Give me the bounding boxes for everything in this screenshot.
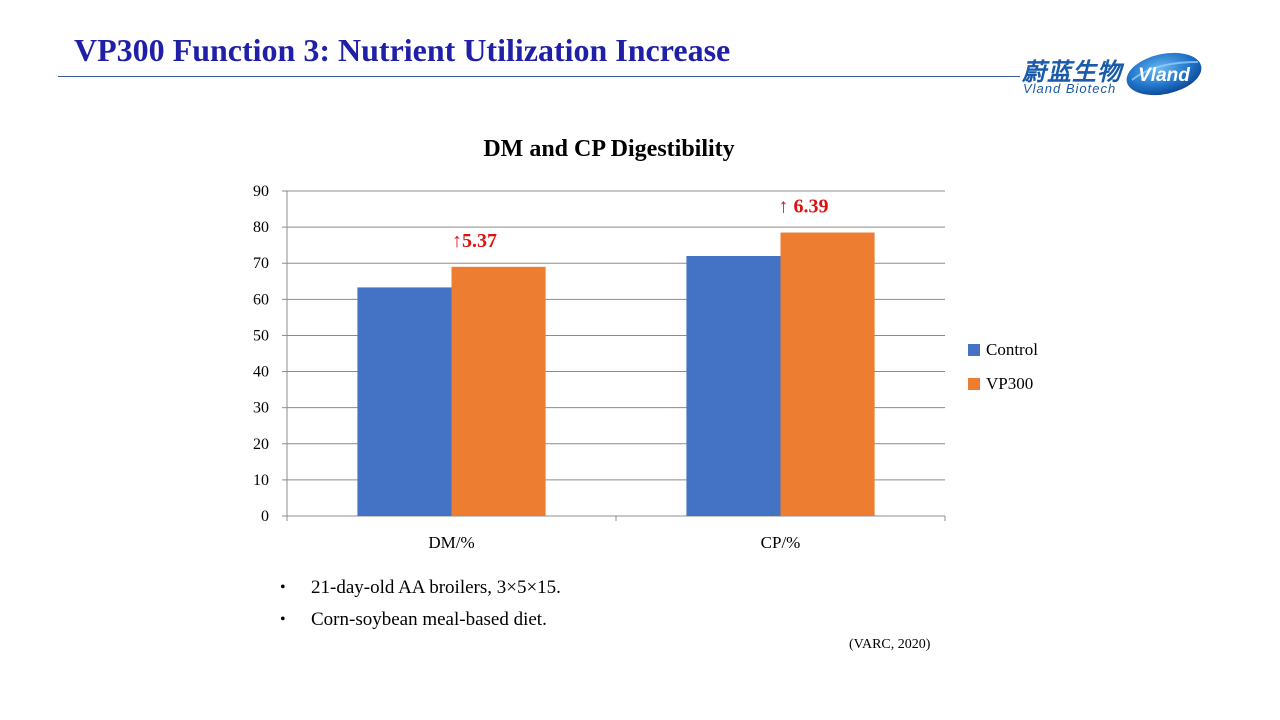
note-text: 21-day-old AA broilers, 3×5×15.	[311, 577, 561, 598]
notes-list: • 21-day-old AA broilers, 3×5×15. • Corn-s…	[280, 575, 561, 639]
bar-control-1	[686, 256, 781, 516]
increase-annotation: ↑ 6.39	[779, 196, 829, 218]
vland-logo: 蔚蓝生物 Vland Biotech Vland	[1018, 50, 1204, 98]
chart-labels: 0 10 20 30 40 50 60 70 80 90 DM/% CP/% ↑5.37 ↑ 6.39	[253, 183, 829, 552]
bar-vp300-1	[780, 232, 875, 516]
chart-bars	[357, 232, 875, 516]
y-tick-label: 60	[253, 291, 269, 308]
y-tick-label: 0	[261, 508, 269, 525]
bullet-marker: •	[280, 579, 286, 596]
y-tick-label: 70	[253, 255, 269, 272]
y-tick-label: 80	[253, 219, 269, 236]
increase-annotation: ↑5.37	[452, 230, 497, 252]
svg-text:Vland: Vland	[1138, 65, 1190, 86]
legend-swatch-vp300	[968, 378, 980, 390]
note-item: • 21-day-old AA broilers, 3×5×15.	[280, 575, 561, 607]
y-tick-label: 10	[253, 472, 269, 489]
note-text: Corn-soybean meal-based diet.	[311, 609, 547, 630]
title-divider	[58, 76, 1020, 77]
bar-vp300-0	[451, 266, 546, 516]
legend-label-vp300: VP300	[986, 374, 1033, 393]
note-item: • Corn-soybean meal-based diet.	[280, 607, 561, 639]
digestibility-chart: DM and CP Digestibility 0 10 20 30 40 50 60 70 8…	[253, 136, 1038, 552]
vland-badge-icon: Vland	[1126, 52, 1202, 96]
chart-legend: Control VP300	[968, 340, 1038, 393]
legend-label-control: Control	[986, 340, 1038, 359]
y-tick-label: 30	[253, 400, 269, 417]
logo-chinese-name: 蔚蓝生物	[1022, 58, 1122, 86]
y-tick-label: 20	[253, 436, 269, 453]
x-category-label: DM/%	[428, 533, 474, 552]
y-tick-label: 90	[253, 183, 269, 200]
legend-swatch-control	[968, 344, 980, 356]
chart-title: DM and CP Digestibility	[483, 136, 734, 162]
bullet-marker: •	[280, 611, 286, 628]
bar-control-0	[357, 287, 452, 516]
y-tick-label: 50	[253, 327, 269, 344]
slide-title: VP300 Function 3: Nutrient Utilization I…	[74, 32, 731, 68]
y-tick-label: 40	[253, 364, 269, 381]
citation: (VARC, 2020)	[849, 637, 931, 652]
x-category-label: CP/%	[761, 533, 801, 552]
logo-english-name: Vland Biotech	[1023, 81, 1117, 96]
